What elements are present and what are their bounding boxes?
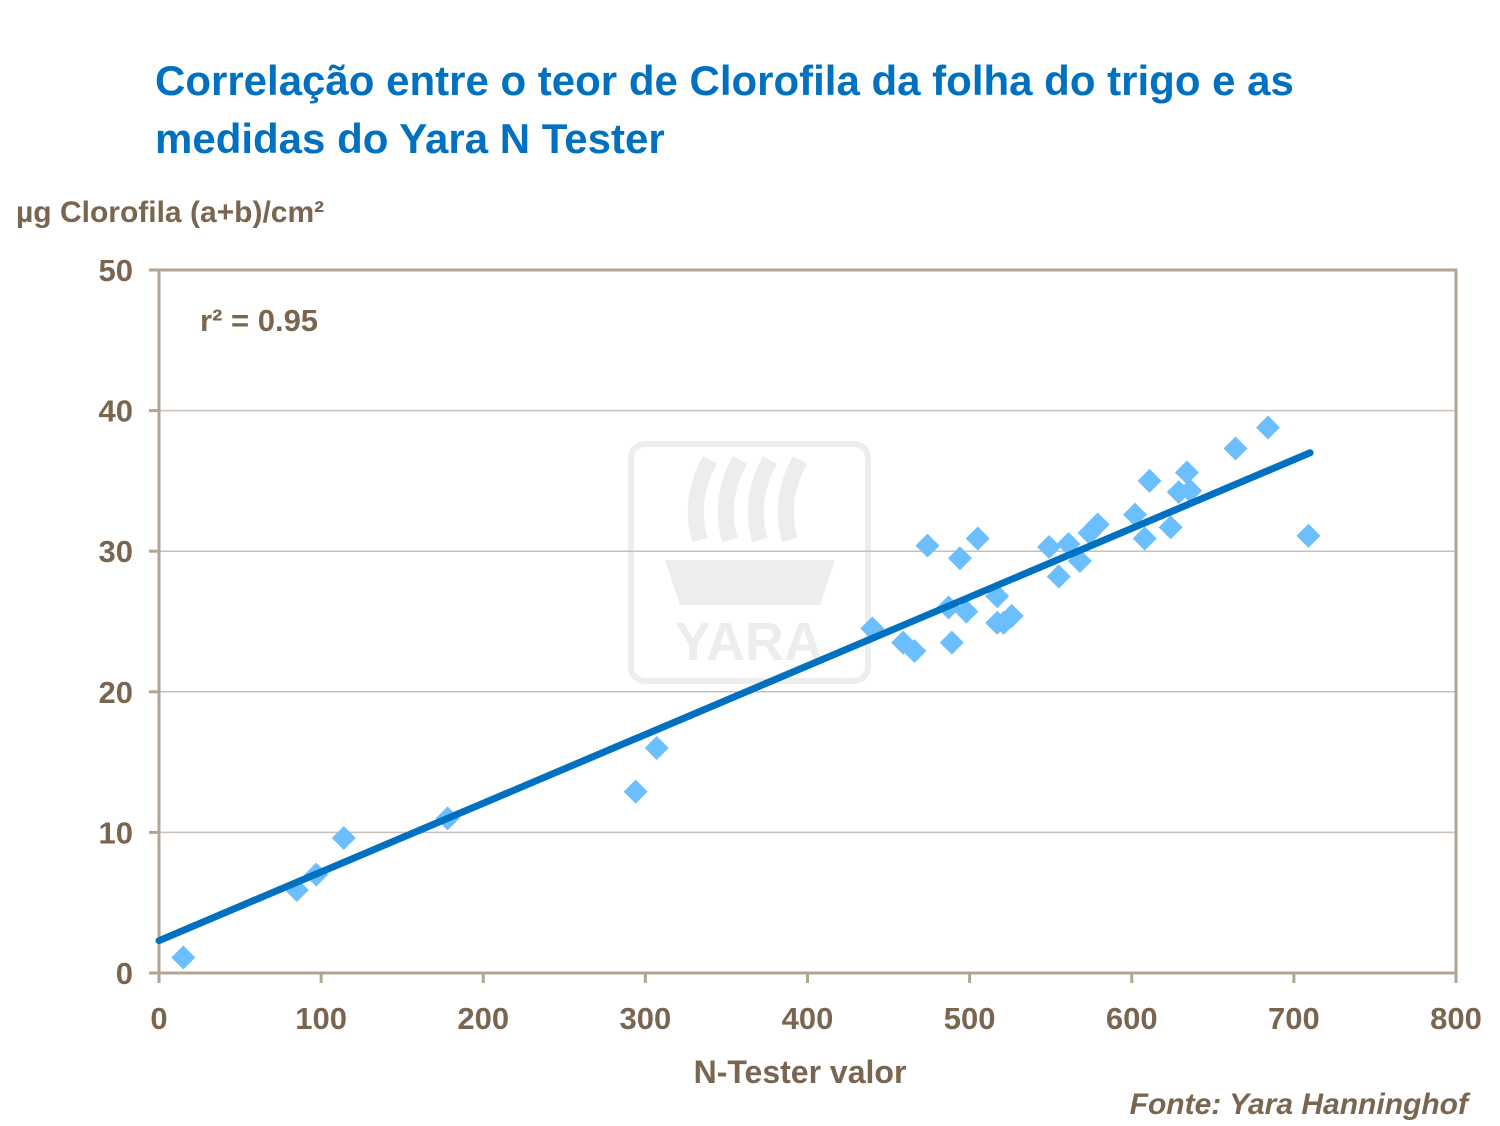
- svg-text:YARA: YARA: [675, 612, 823, 672]
- yara-logo-watermark: YARA: [628, 441, 871, 684]
- data-point: [1122, 502, 1147, 527]
- data-point: [1255, 415, 1280, 440]
- data-point: [965, 526, 990, 551]
- y-tick-label: 0: [116, 956, 133, 991]
- data-point: [939, 630, 964, 655]
- data-point: [1158, 515, 1183, 540]
- y-tick-label: 30: [99, 534, 133, 569]
- chart-title: Correlação entre o teor de Clorofila da …: [155, 57, 1294, 162]
- data-point: [1174, 460, 1199, 485]
- y-tick-label: 40: [99, 394, 133, 429]
- data-point: [1132, 526, 1157, 551]
- x-tick-label: 800: [1430, 1001, 1482, 1036]
- trend-line: [155, 449, 1314, 945]
- y-axis-label: µg Clorofila (a+b)/cm²: [16, 196, 325, 229]
- source-note: Fonte: Yara Hanninghof: [1129, 1088, 1468, 1121]
- data-point: [623, 779, 648, 804]
- x-tick-label: 500: [944, 1001, 996, 1036]
- data-point: [1037, 534, 1062, 559]
- y-tick-label: 50: [99, 253, 133, 288]
- r-squared-annotation: r² = 0.95: [200, 303, 318, 338]
- data-point: [1085, 512, 1110, 537]
- x-tick-label: 100: [295, 1001, 347, 1036]
- x-tick-label: 0: [150, 1001, 167, 1036]
- data-point: [947, 546, 972, 571]
- data-point: [1223, 436, 1248, 461]
- data-point: [1178, 478, 1203, 503]
- data-point: [902, 639, 927, 664]
- data-point: [1046, 564, 1071, 589]
- y-tick-label: 20: [99, 675, 133, 710]
- data-point: [1137, 468, 1162, 493]
- x-tick-label: 300: [620, 1001, 672, 1036]
- data-point: [331, 826, 356, 851]
- data-point: [644, 736, 669, 761]
- y-tick-label: 10: [99, 815, 133, 850]
- data-point: [1296, 523, 1321, 548]
- data-point: [915, 533, 940, 558]
- x-tick-label: 200: [457, 1001, 509, 1036]
- data-point: [954, 599, 979, 624]
- x-tick-label: 700: [1268, 1001, 1320, 1036]
- x-tick-label: 600: [1106, 1001, 1158, 1036]
- data-point: [999, 603, 1024, 628]
- x-tick-label: 400: [782, 1001, 834, 1036]
- x-axis-label: N-Tester valor: [693, 1054, 907, 1090]
- data-point: [171, 945, 196, 970]
